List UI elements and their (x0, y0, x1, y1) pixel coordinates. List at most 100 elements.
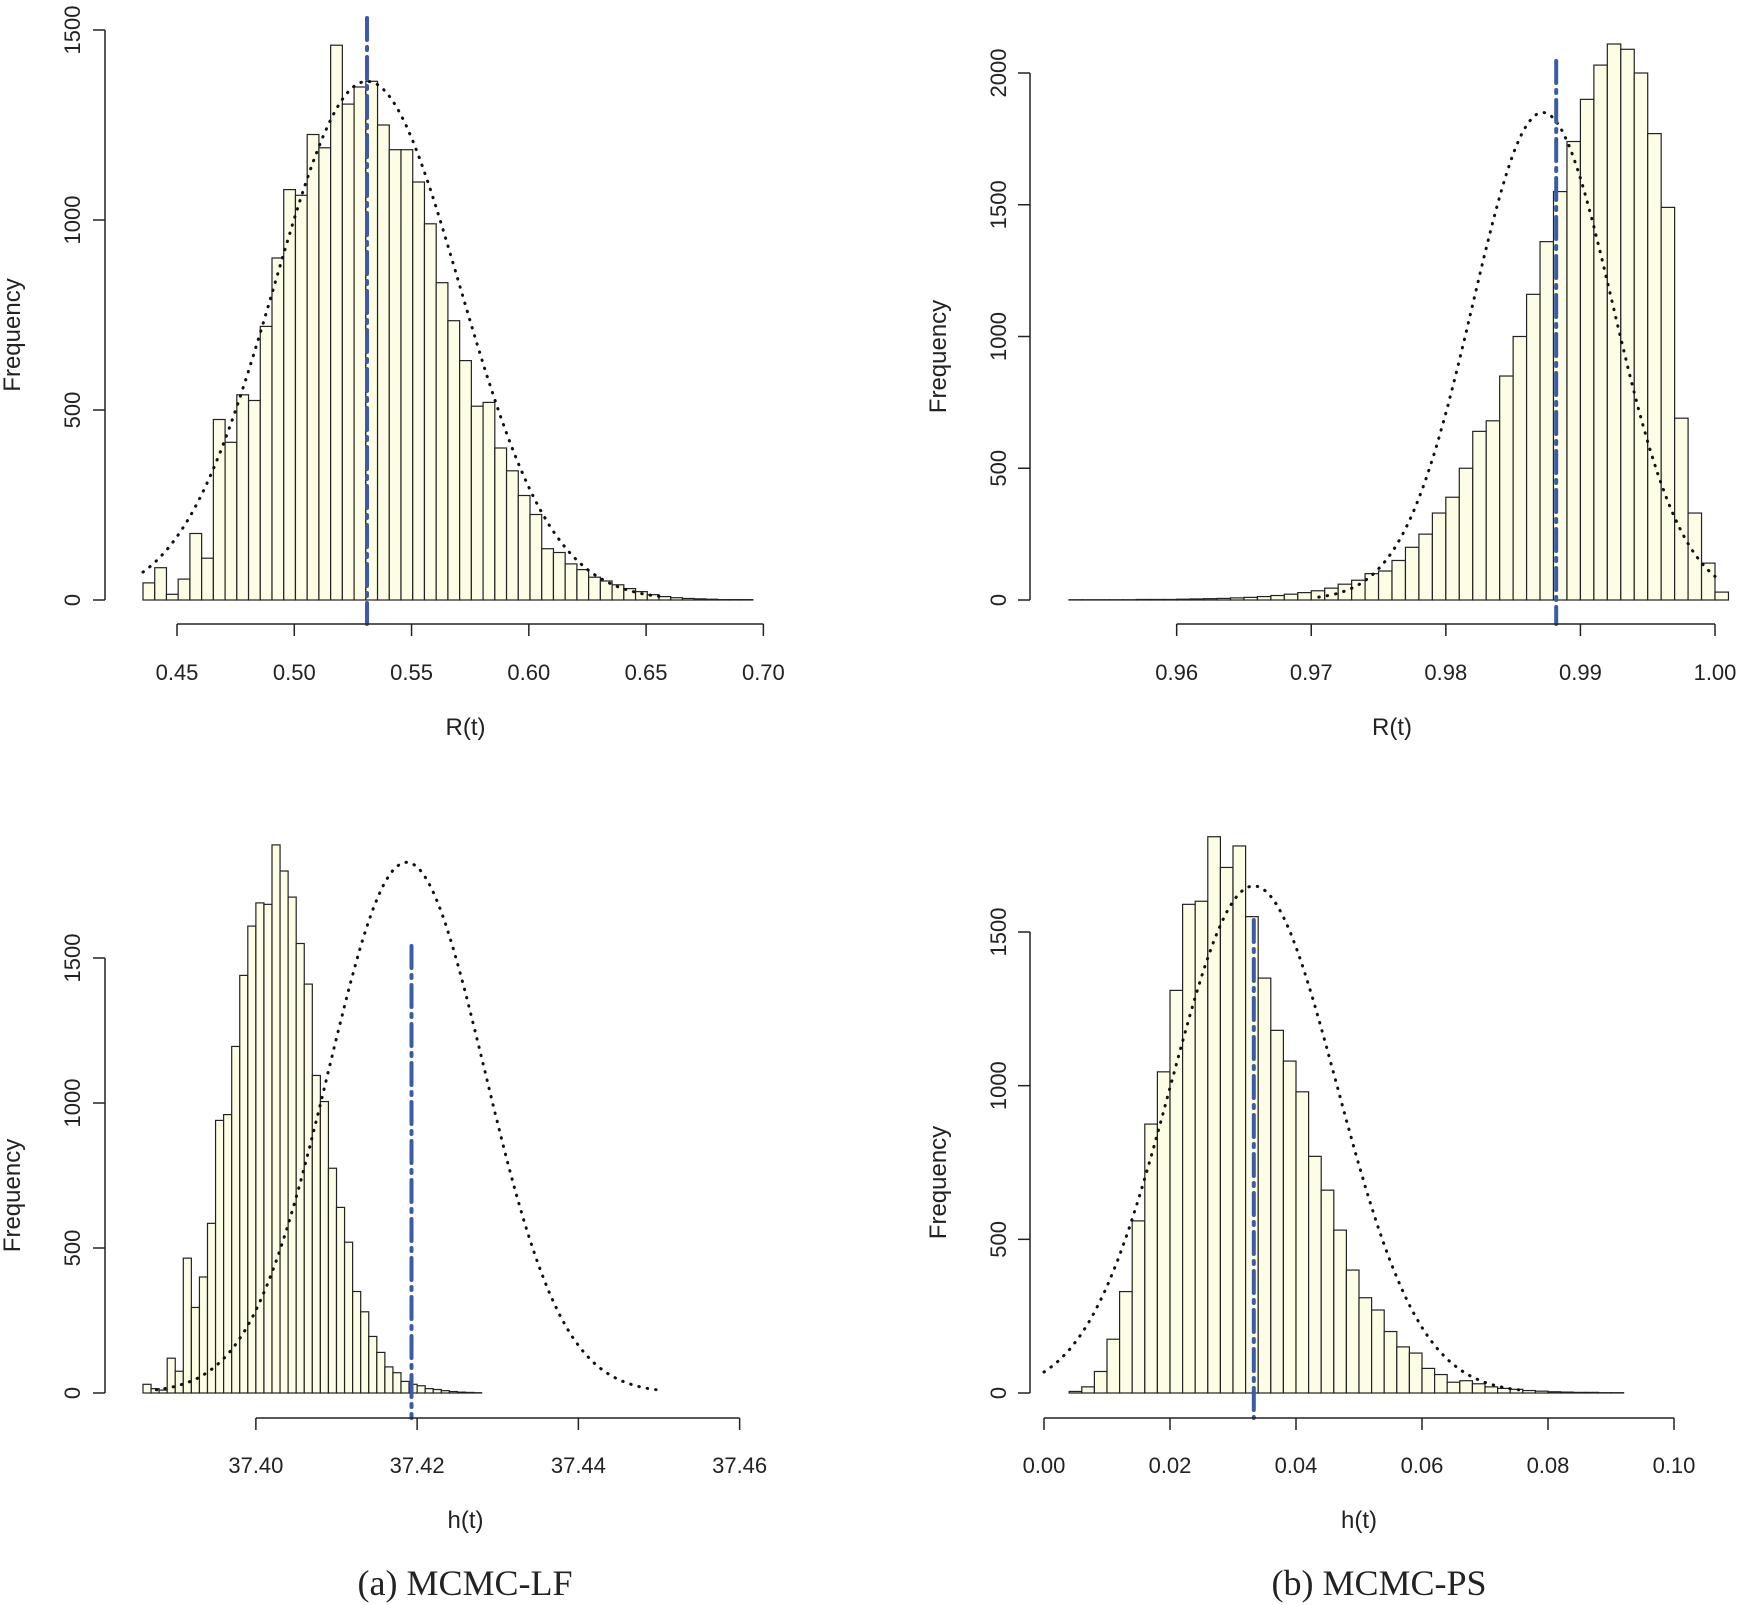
histogram-bar (1620, 48, 1635, 601)
histogram-bar (529, 513, 543, 601)
y-axis: 0 500 1000 1500 (60, 6, 106, 606)
histogram-bar (158, 1389, 168, 1394)
histogram-bar (1310, 590, 1326, 601)
histogram-bar (1189, 598, 1205, 601)
histogram-bar (376, 124, 390, 601)
histogram-bar (432, 1388, 442, 1394)
histogram-bar (1534, 1390, 1549, 1394)
histogram-bar (1093, 1370, 1108, 1394)
histogram-bar (247, 399, 261, 601)
panel-b-bottom-hazard-histogram: 0.00 0.02 0.04 0.06 0.08 0.10 h(t) 0 500 1000 1500… (925, 836, 1695, 1534)
histogram-bar (681, 597, 695, 601)
histogram-bar (412, 181, 426, 601)
histogram-bar (330, 44, 343, 601)
histogram-bar (142, 582, 156, 601)
histogram-bar (1446, 1381, 1461, 1394)
histogram-bar (259, 325, 273, 601)
histogram-bar (517, 494, 531, 601)
histogram-bar (470, 405, 484, 601)
histogram-bar (212, 418, 226, 601)
histogram-bar (388, 149, 402, 601)
histogram-bar (1106, 1338, 1121, 1394)
histogram-bar (1458, 467, 1474, 601)
x-tick-label: 0.04 (1275, 1453, 1318, 1478)
x-tick-label: 0.45 (156, 660, 199, 685)
histogram-bar (190, 1306, 201, 1394)
histogram-bar (1257, 977, 1272, 1394)
histogram-bar (1593, 64, 1608, 601)
x-tick-label: 37.46 (712, 1453, 767, 1478)
x-tick-label: 0.50 (273, 660, 316, 685)
histogram-bar (1282, 1060, 1297, 1394)
histogram-bar (1404, 546, 1420, 601)
histogram-bar (705, 598, 719, 601)
histogram-bar (368, 1335, 378, 1394)
histogram-bar (1396, 1346, 1411, 1394)
histogram-bar (400, 1380, 410, 1394)
histogram-bar (1333, 1229, 1348, 1394)
histogram-bar (1358, 1297, 1373, 1394)
density-curve (1317, 111, 1717, 599)
x-tick-label: 0.65 (625, 660, 668, 685)
histogram-bar (236, 394, 250, 601)
histogram-bar (1433, 1373, 1448, 1394)
histogram-bar (327, 1167, 338, 1394)
histogram-bar (352, 1290, 362, 1394)
histogram-bar (360, 1311, 370, 1394)
y-axis: 0 500 1000 1500 (986, 908, 1031, 1399)
histogram-bar (206, 1222, 217, 1394)
histogram-bar (1459, 1380, 1474, 1394)
histogram-bar (1522, 1389, 1537, 1394)
histogram-bar (447, 320, 461, 601)
x-tick-label: 0.08 (1527, 1453, 1570, 1478)
histogram-bar (198, 1276, 209, 1394)
histogram-bar (448, 1390, 459, 1394)
histogram-bar (1408, 1352, 1423, 1394)
histogram-bar (1181, 903, 1196, 1394)
histogram-bar (1135, 598, 1151, 601)
histogram-bar (335, 1206, 346, 1394)
histogram-bar (263, 903, 273, 1394)
histogram-bar (182, 1257, 192, 1394)
histogram-bar (306, 133, 320, 601)
histogram-bar (1485, 420, 1501, 601)
histogram-bar (1525, 293, 1541, 601)
histogram-bar (343, 1241, 354, 1394)
panel-a-top-reliability-histogram: 0.45 0.50 0.55 0.60 0.65 0.70 R(t) 0 500 1000 1500… (0, 6, 785, 741)
x-axis-label: h(t) (448, 1507, 484, 1534)
histogram-bar (1687, 512, 1703, 601)
histogram-bar (341, 103, 355, 601)
histogram-bar (1229, 597, 1245, 601)
histogram-bar (1496, 1387, 1511, 1394)
histogram-bar (1283, 593, 1299, 601)
histogram-bars (1068, 836, 1625, 1394)
histogram-bar (1445, 496, 1460, 601)
caption-mcmc-lf: (a) MCMC-LF (357, 1563, 573, 1603)
x-axis: 0.00 0.02 0.04 0.06 0.08 0.10 (1023, 1417, 1695, 1478)
histogram-bar (1421, 1367, 1436, 1394)
histogram-bar (1131, 1220, 1146, 1394)
y-tick-label: 2000 (986, 49, 1011, 98)
histogram-bar (1377, 570, 1393, 601)
x-tick-label: 0.98 (1424, 660, 1467, 685)
x-tick-label: 0.60 (507, 660, 550, 685)
histogram-bar (1383, 1330, 1398, 1394)
histogram-bar (1472, 430, 1487, 601)
histogram-bar (1509, 1388, 1524, 1394)
histogram-bar (658, 595, 672, 601)
histogram-bar (1169, 989, 1184, 1394)
histogram-bars (142, 44, 754, 601)
histogram-bar (670, 597, 684, 601)
histogram-bar (459, 360, 472, 601)
histogram-bar (271, 844, 281, 1394)
histogram-bar (319, 1100, 330, 1394)
histogram-bar (456, 1391, 467, 1394)
histogram-bar (1297, 592, 1312, 601)
histogram-bar (588, 576, 601, 601)
histogram-bar (1647, 133, 1662, 601)
x-tick-label: 37.44 (551, 1453, 606, 1478)
histogram-bar (1207, 836, 1222, 1394)
y-tick-label: 500 (60, 1230, 85, 1267)
histogram-bar (1579, 98, 1595, 601)
histogram-bar (303, 983, 313, 1394)
